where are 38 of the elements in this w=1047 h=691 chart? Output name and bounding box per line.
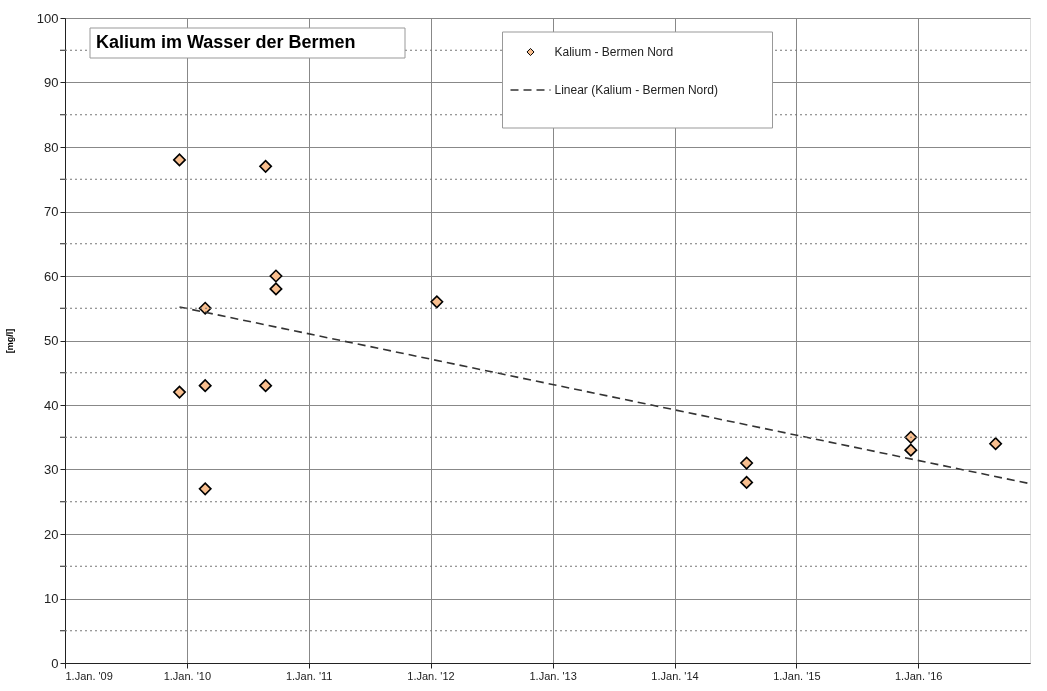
x-tick-label: 1.Jan. '15 — [773, 669, 821, 682]
point — [904, 443, 918, 457]
point — [904, 430, 918, 444]
y-tick-label: 30 — [44, 462, 59, 477]
y-tick-label: 20 — [44, 526, 59, 542]
x-tick-label: 1.Jan. '10 — [163, 669, 212, 682]
point — [989, 437, 1003, 451]
y-tick-label: 90 — [44, 75, 59, 90]
x-tick-label: 1.Jan. '13 — [529, 669, 577, 682]
point — [430, 295, 444, 309]
point — [198, 379, 212, 393]
x-tick-label: 1.Jan. '09 — [65, 669, 113, 682]
x-tick-label: 1.Jan. '11 — [285, 669, 333, 682]
y-tick-label: 0 — [51, 655, 59, 671]
y-tick-label: 80 — [44, 139, 59, 155]
point — [269, 282, 283, 296]
point — [740, 475, 754, 489]
y-tick-label: 50 — [44, 333, 59, 348]
text: Kalium im Wasser der Bermen — [96, 32, 356, 52]
point — [259, 159, 273, 173]
y-tick-label: 100 — [36, 10, 59, 26]
x-tick-label: 1.Jan. '14 — [651, 669, 699, 682]
y-tick-label: 70 — [44, 204, 59, 219]
point — [198, 482, 212, 496]
point — [269, 269, 283, 283]
point — [198, 301, 212, 315]
y-tick-label: 60 — [44, 268, 59, 284]
point — [259, 379, 273, 393]
legend-label: Linear (Kalium - Bermen Nord) — [554, 83, 718, 97]
point — [172, 153, 186, 167]
point — [172, 385, 186, 399]
legend-label: Kalium - Bermen Nord — [554, 45, 674, 59]
x-tick-label: 1.Jan. '12 — [407, 669, 455, 682]
point — [740, 456, 754, 470]
y-tick-label: 10 — [44, 591, 59, 606]
x-tick-label: 1.Jan. '16 — [895, 669, 943, 682]
y-axis-title: [mg/l] — [4, 328, 15, 354]
y-tick-label: 40 — [44, 397, 59, 413]
